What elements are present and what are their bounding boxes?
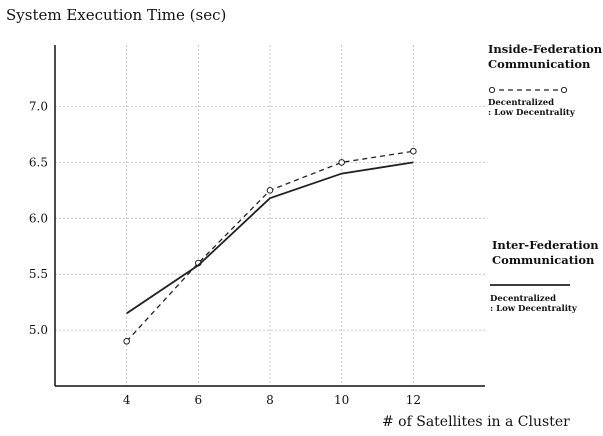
legend-swatch-inside-marker-left	[488, 86, 496, 94]
legend-group-inside-desc: Decentralized : Low Decentrality	[488, 98, 575, 118]
y-tick-labels: 5.0 5.5 6.0 6.5 7.0	[29, 99, 48, 337]
x-tick-label: 8	[266, 393, 274, 407]
y-tick-label: 5.0	[29, 323, 48, 337]
y-tick-label: 6.5	[29, 155, 48, 169]
axes	[54, 45, 485, 387]
legend-inside-desc-2: : Low Decentrality	[488, 108, 575, 118]
legend-swatch-inside-marker-right	[560, 86, 568, 94]
grid	[55, 45, 485, 386]
series-point-inside	[266, 187, 274, 194]
legend-inside-desc-1: Decentralized	[488, 98, 555, 108]
legend-group-inside: Inside-Federation Communication	[488, 42, 602, 72]
series-point-inside	[123, 337, 130, 345]
series	[123, 147, 417, 345]
series-line-inter	[126, 161, 414, 315]
x-tick-label: 6	[195, 393, 203, 407]
x-tick-labels: 4 6 8 10 12	[123, 393, 421, 407]
legend-swatches	[488, 86, 570, 286]
y-tick-label: 6.0	[29, 211, 48, 225]
chart-title: System Execution Time (sec)	[6, 6, 227, 24]
x-tick-label: 4	[123, 393, 131, 407]
legend-inter-heading-2: Communication	[492, 253, 595, 267]
series-point-inside	[338, 159, 345, 166]
legend-group-inter-desc: Decentralized : Low Decentrality	[490, 294, 577, 314]
legend-inter-desc-1: Decentralized	[490, 294, 557, 304]
legend-inter-desc-2: : Low Decentrality	[490, 304, 577, 314]
y-tick-label: 7.0	[29, 99, 48, 113]
x-tick-label: 12	[406, 393, 421, 407]
legend-inside-heading-1: Inside-Federation	[488, 42, 603, 56]
legend-group-inter: Inter-Federation Communication	[492, 238, 599, 268]
x-tick-label: 10	[334, 393, 349, 407]
x-axis-label: # of Satellites in a Cluster	[382, 414, 570, 430]
series-point-inside	[410, 147, 417, 155]
legend-inside-heading-2: Communication	[488, 57, 591, 71]
legend-inter-heading-1: Inter-Federation	[492, 238, 599, 252]
y-tick-label: 5.5	[29, 267, 48, 281]
